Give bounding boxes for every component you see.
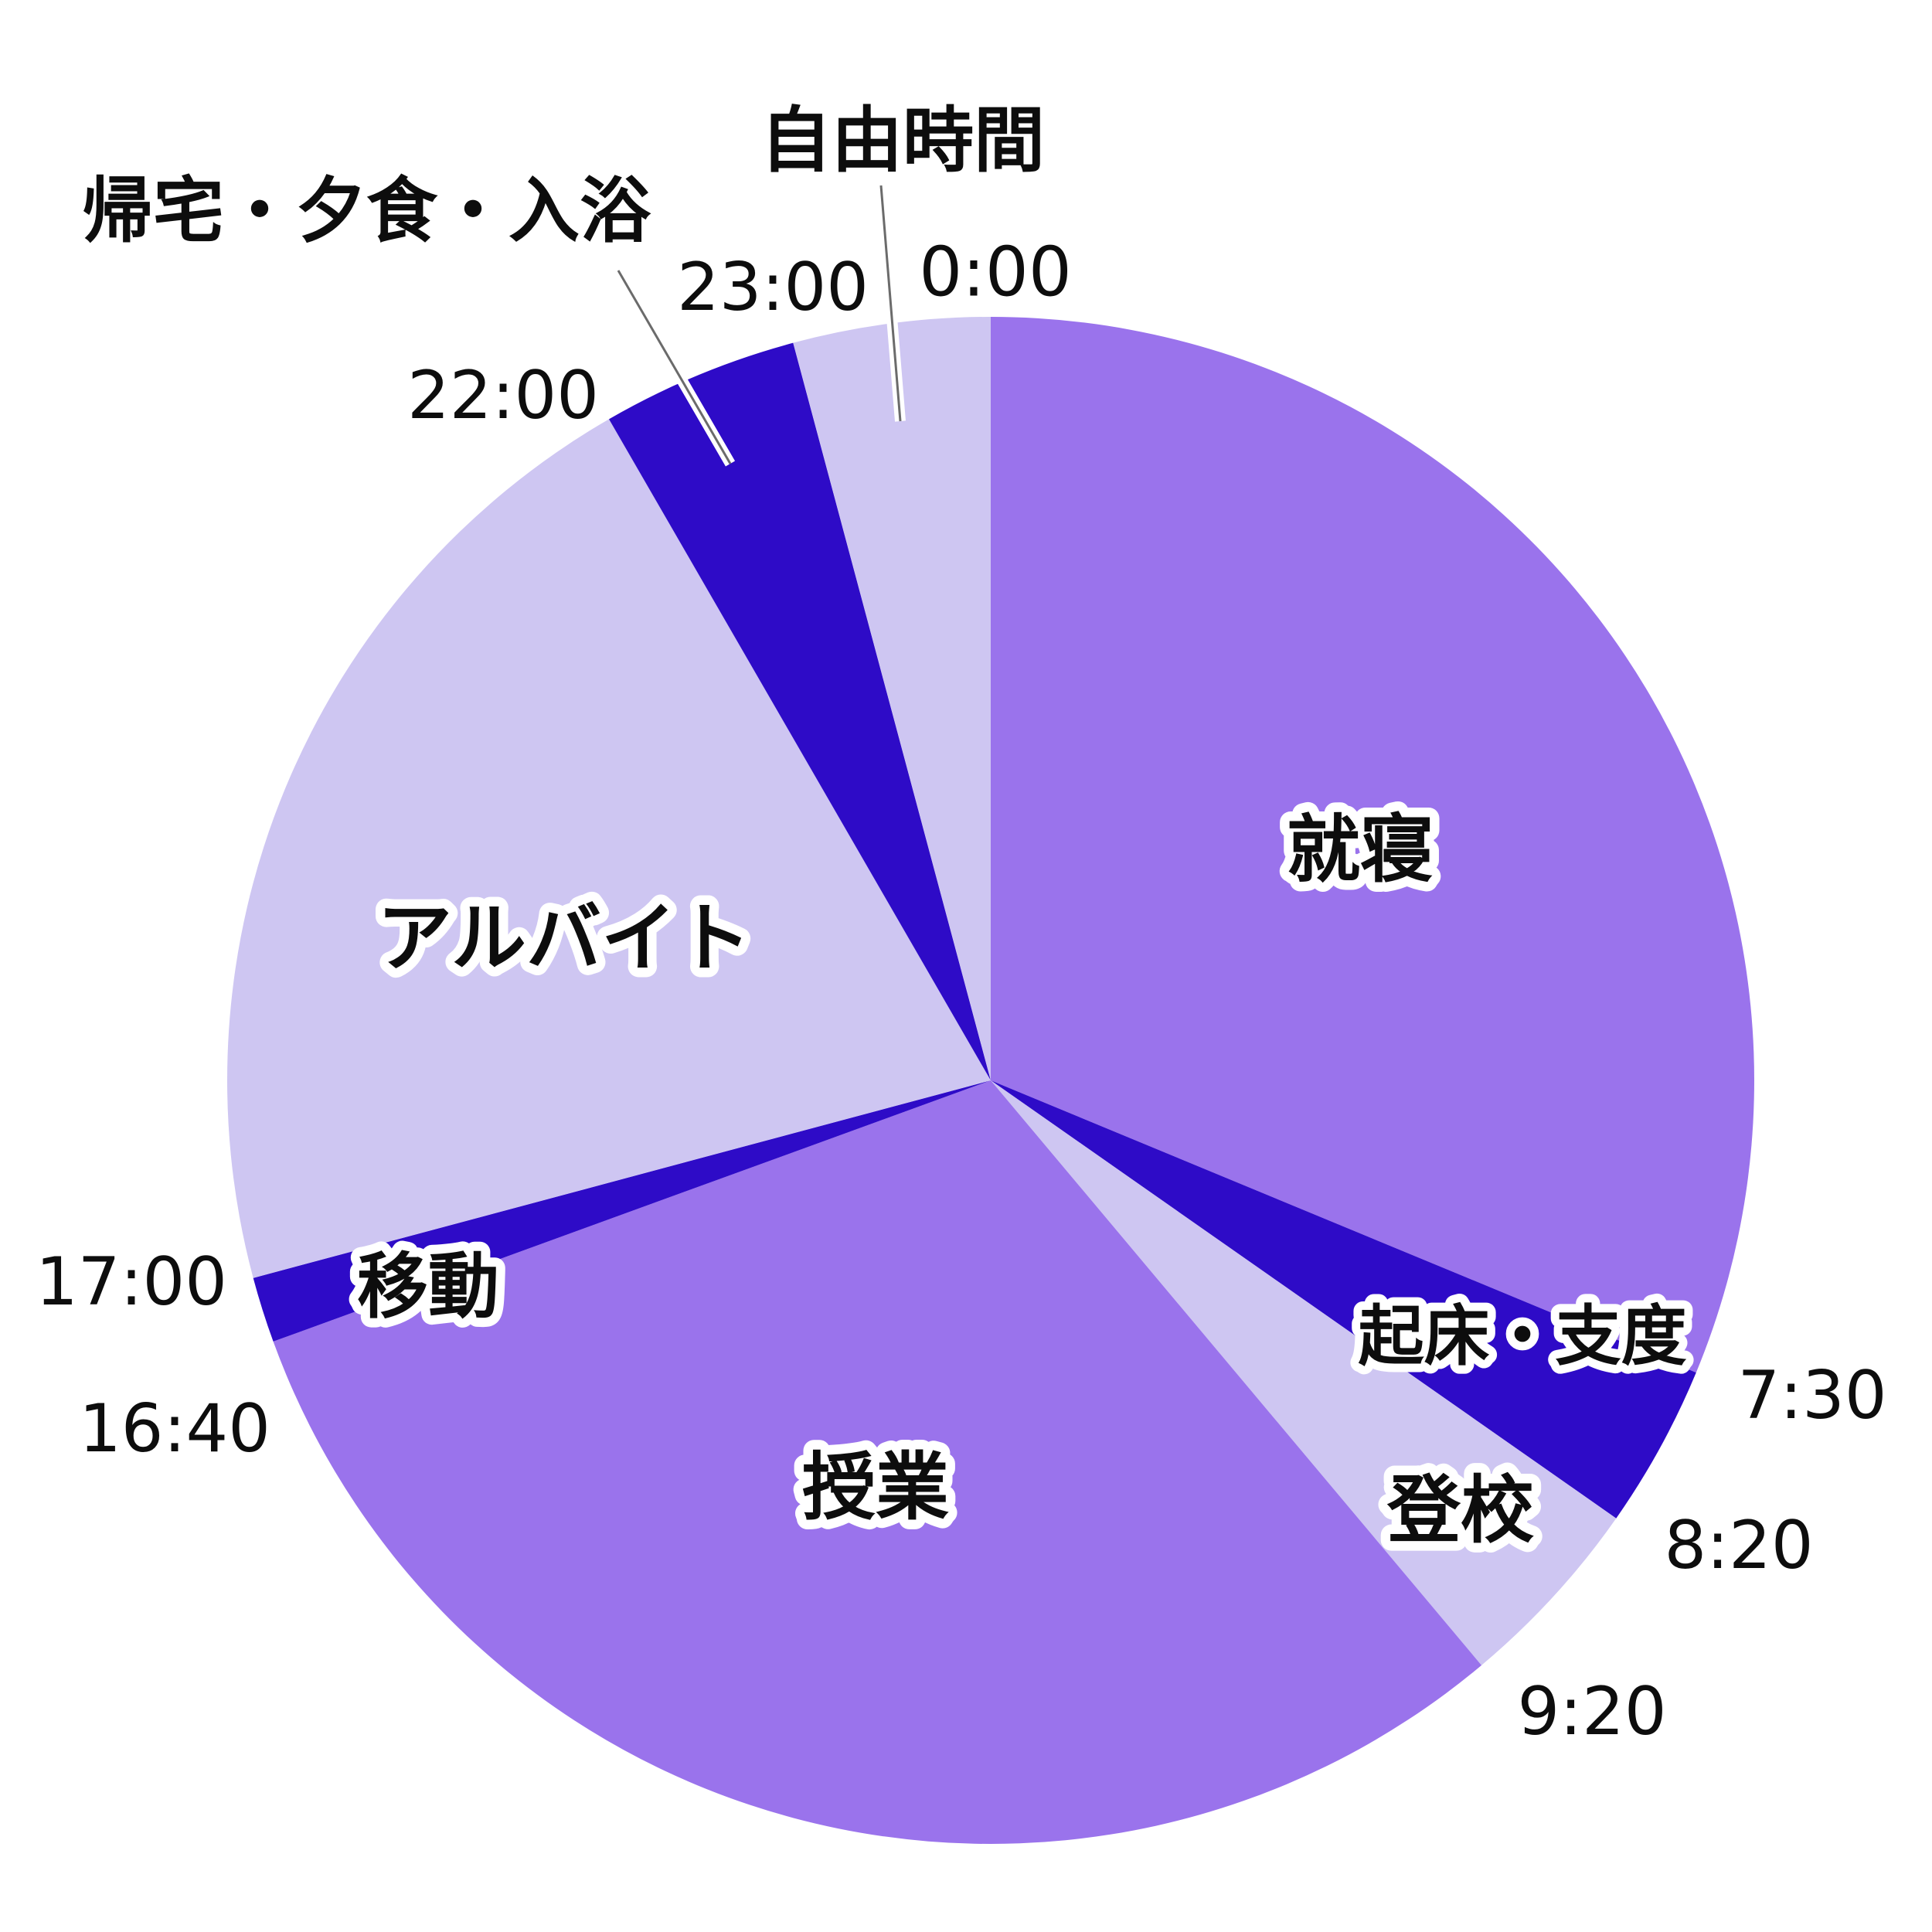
tick-label-0920: 9:20 <box>1517 1673 1666 1750</box>
pie-slice-part-time-job <box>227 419 991 1278</box>
tick-label-1700: 17:00 <box>36 1243 227 1321</box>
pie-slice-go-to-school <box>991 1080 1617 1665</box>
slice-label-home-dinner-bath: 帰宅・夕食・入浴 <box>82 170 651 253</box>
slice-label-go-to-school: 登校 <box>1386 1468 1534 1553</box>
leader-home-dinner-bath <box>617 270 732 464</box>
slice-label-part-time-job: アルバイト <box>377 895 751 982</box>
slice-label-free-time: 自由時間 <box>760 100 1045 182</box>
pie-slice-wake-prep <box>991 1080 1696 1519</box>
slice-label-classes: 授業 <box>802 1445 949 1530</box>
tick-label-0000: 0:00 <box>919 233 1072 312</box>
tick-label-1640: 16:40 <box>79 1390 270 1468</box>
leader-lines <box>613 185 906 467</box>
slice-label-sleep: 就寝 <box>1287 808 1434 893</box>
tick-label-0820: 8:20 <box>1664 1507 1813 1584</box>
slice-label-wake-prep: 起床・支度 <box>1358 1299 1686 1376</box>
tick-label-2200: 22:00 <box>407 357 599 434</box>
pie-slice-home-dinner-bath <box>609 342 991 1080</box>
leader-free-time <box>879 185 902 422</box>
tick-label-2300: 23:00 <box>677 249 869 326</box>
pie-slice-classes <box>273 1080 1482 1844</box>
slice-label-travel: 移動 <box>357 1246 499 1328</box>
pie-slice-travel <box>253 1080 991 1342</box>
pie-slice-free-time <box>793 317 991 1080</box>
pie-slice-sleep <box>991 317 1754 1373</box>
pie-slices <box>227 317 1754 1844</box>
tick-label-0730: 7:30 <box>1737 1357 1886 1434</box>
